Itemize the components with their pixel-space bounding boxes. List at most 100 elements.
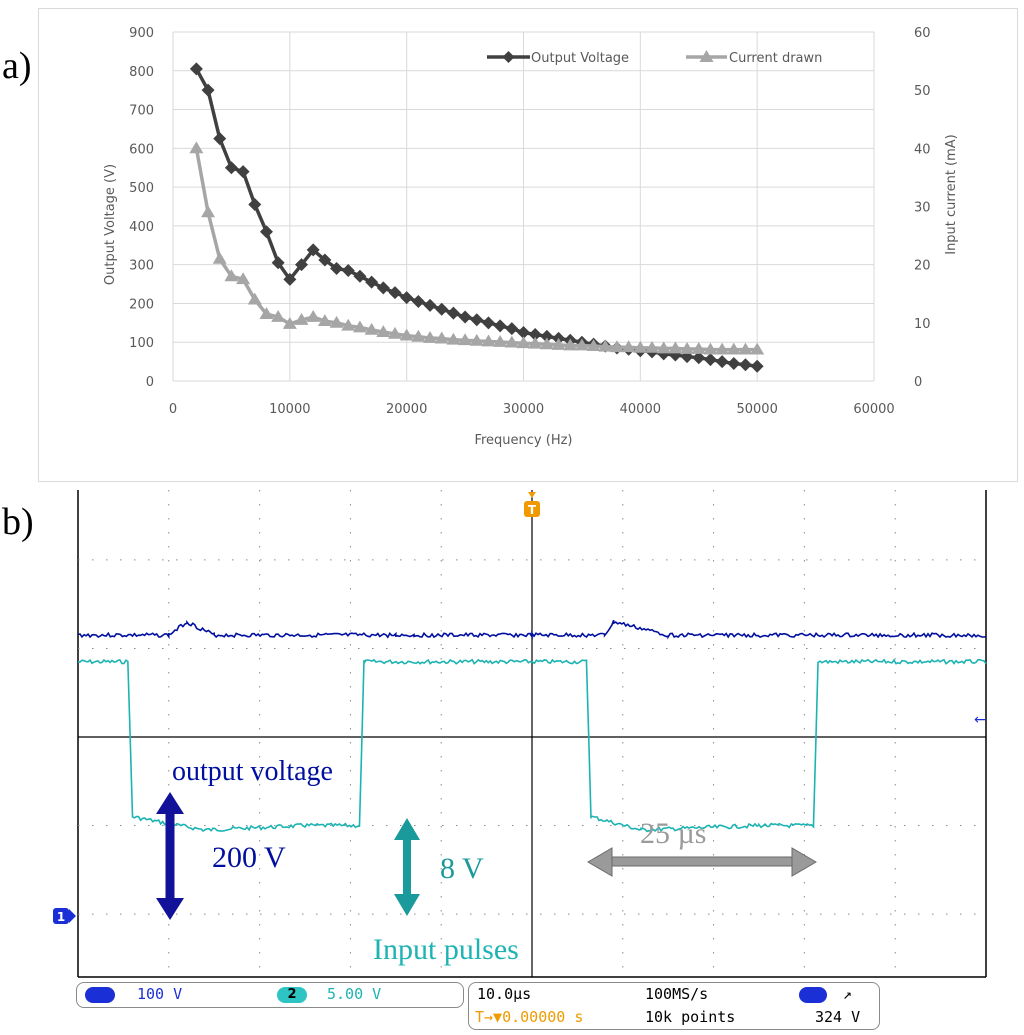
current-drawn-point [750, 342, 765, 355]
current-drawn-point [423, 330, 438, 343]
current-drawn-point [703, 342, 718, 355]
sample-rate: 100MS/s [645, 985, 709, 1003]
output-voltage-point [703, 353, 717, 367]
arrow-8v-shaft [403, 838, 411, 896]
current-drawn-point [247, 292, 262, 305]
ch1-ground-arrow-icon [69, 909, 76, 923]
output-voltage-point [295, 258, 309, 272]
legend-label: Output Voltage [531, 51, 629, 66]
output-voltage-point [540, 329, 554, 343]
x-tick-label: 20000 [386, 402, 427, 417]
y-tick-label: 600 [129, 142, 154, 157]
output-voltage-point [248, 198, 262, 212]
ch1-ground-marker-icon [53, 908, 69, 924]
y2-tick-label: 30 [914, 201, 931, 216]
input-pulses-trace [77, 658, 987, 833]
arrow-25us-head-right [791, 847, 817, 877]
arrow-8v-head-down [394, 894, 420, 916]
y2-tick-label: 60 [914, 26, 931, 41]
y-tick-label: 800 [129, 65, 154, 80]
current-drawn-point [399, 328, 414, 341]
chart-a-frame [38, 8, 1018, 482]
output-voltage-point [750, 359, 764, 373]
x-tick-label: 60000 [853, 402, 894, 417]
current-drawn-point [738, 342, 753, 355]
legend-label: Current drawn [729, 51, 822, 66]
arrow-8v-head-up [394, 818, 420, 840]
output-voltage-point [411, 295, 425, 309]
y2-tick-label: 0 [914, 375, 922, 390]
trigger-level: 324 V [815, 1008, 861, 1026]
output-voltage-point [423, 298, 437, 312]
current-drawn-point [633, 340, 648, 353]
current-drawn-point [645, 340, 660, 353]
panel-label-a: a) [2, 45, 32, 87]
frequency-response-chart: 0 10000 20000 30000 40000 50000 60000010020030… [103, 26, 959, 448]
y-axis-title: Output Voltage (V) [103, 164, 118, 285]
y-tick-label: 700 [129, 104, 154, 119]
annotation-v200: 200 V [212, 841, 286, 874]
ch1-ground-marker-label: 1 [57, 910, 65, 924]
arrow-200v-head-down [156, 898, 184, 920]
current-drawn-point [259, 307, 274, 320]
current-drawn-point [504, 335, 519, 348]
output-voltage-point [213, 132, 227, 146]
annotation-v8: 8 V [440, 852, 484, 885]
y-tick-label: 500 [129, 181, 154, 196]
output-voltage-point [330, 262, 344, 276]
scope-channel-bar: 1 100 V 2 5.00 V [76, 982, 464, 1008]
current-drawn-point [282, 316, 297, 329]
trigger-slope-icon: ↗ [843, 985, 853, 1003]
current-drawn-point [598, 339, 613, 352]
current-drawn-point [306, 310, 321, 322]
current-drawn-point [212, 251, 227, 264]
output-voltage-point [458, 310, 472, 324]
current-drawn-point [189, 141, 204, 154]
annotation-input-pulses: Input pulses [373, 933, 519, 966]
timebase: 10.0µs [477, 985, 532, 1003]
current-drawn-point [516, 336, 531, 349]
trigger-level-arrow-icon: ← [974, 712, 986, 728]
trigger-source-badge: 1 [799, 987, 827, 1003]
legend-marker [699, 50, 714, 62]
trigger-position-arrow-icon [528, 492, 536, 498]
scope-timebase-bar: 10.0µs 100MS/s 1 ↗ T→▼0.00000 s 10k poin… [468, 982, 880, 1030]
arrow-25us-head-left [587, 847, 613, 877]
output-voltage-point [400, 291, 414, 305]
y2-axis-title: Input current (mA) [944, 134, 959, 255]
current-drawn-point [551, 337, 566, 350]
x-tick-label: 50000 [736, 402, 777, 417]
current-drawn-point [528, 336, 543, 349]
current-drawn-point [387, 326, 402, 339]
current-drawn-point [201, 205, 216, 218]
current-drawn-point [493, 335, 508, 347]
x-tick-label: 10000 [269, 402, 310, 417]
current-drawn-point [434, 331, 449, 344]
output-voltage-point [470, 313, 484, 327]
y-tick-label: 400 [129, 220, 154, 235]
current-drawn-point [329, 315, 344, 328]
ch1-badge: 1 [85, 987, 115, 1003]
y2-tick-label: 10 [914, 317, 931, 332]
output-voltage-point [505, 322, 519, 336]
output-voltage-point [528, 327, 542, 341]
ch2-scale: 5.00 V [327, 985, 382, 1003]
trigger-position: T→▼0.00000 s [475, 1008, 584, 1026]
output-voltage-point [435, 302, 449, 316]
x-axis-title: Frequency (Hz) [474, 433, 572, 448]
record-length: 10k points [645, 1008, 736, 1026]
y2-tick-label: 50 [914, 84, 931, 99]
arrow-200v-shaft [165, 812, 175, 900]
trigger-marker-label: T [528, 503, 537, 517]
legend-marker [502, 51, 515, 63]
x-tick-label: 40000 [620, 402, 661, 417]
output-voltage-point [236, 165, 250, 179]
current-drawn-point [317, 314, 332, 326]
output-voltage-point [517, 326, 530, 340]
output-voltage-point [353, 269, 367, 283]
output-voltage-point [318, 253, 332, 267]
output-voltage-point [446, 306, 460, 320]
current-drawn-point [621, 340, 636, 353]
current-drawn-point [656, 341, 671, 354]
output-voltage-point [727, 357, 741, 371]
